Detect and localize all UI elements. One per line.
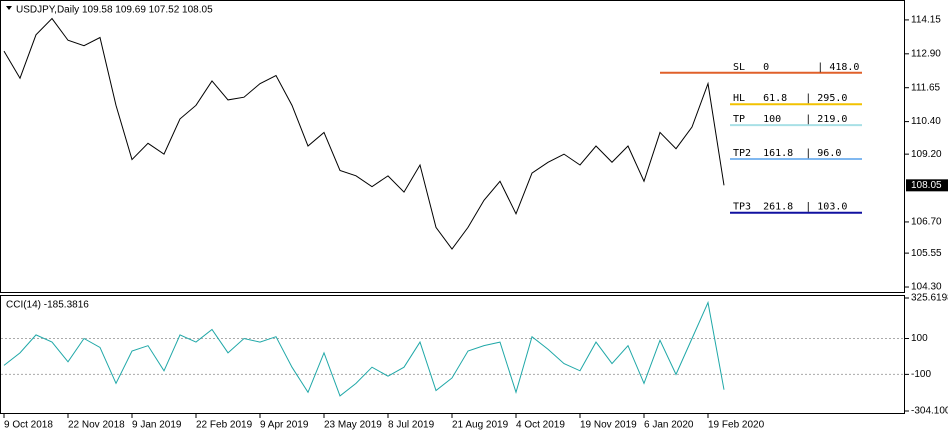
x-tick-label: 4 Oct 2019 <box>516 420 565 431</box>
x-tick-label: 8 Jul 2019 <box>388 420 435 431</box>
level-label: TP 100 | 219.0 <box>733 114 847 125</box>
y-tick-label: -100 <box>911 369 931 380</box>
cci-panel <box>0 295 905 414</box>
y-tick-label: -304.1006 <box>911 406 948 417</box>
x-tick-label: 19 Feb 2020 <box>708 420 765 431</box>
x-tick-label: 6 Jan 2020 <box>644 420 694 431</box>
x-tick-label: 22 Nov 2018 <box>68 420 125 431</box>
y-tick-label: 111.65 <box>911 82 941 93</box>
y-tick-label: 110.40 <box>911 116 941 127</box>
level-label: TP2 161.8 | 96.0 <box>733 148 841 159</box>
level-label: SL 0 | 418.0 <box>733 62 859 73</box>
y-tick-label: 100 <box>911 333 928 344</box>
x-tick-label: 22 Feb 2019 <box>196 420 253 431</box>
y-tick-label: 112.90 <box>911 48 941 59</box>
x-tick-label: 21 Aug 2019 <box>452 420 509 431</box>
y-tick-label: 114.15 <box>911 15 941 26</box>
y-tick-label: 325.6198 <box>911 293 948 304</box>
x-tick-label: 9 Oct 2018 <box>4 420 53 431</box>
level-label: TP3 261.8 | 103.0 <box>733 202 847 213</box>
y-tick-label: 104.30 <box>911 282 942 293</box>
series-line <box>3 17 725 250</box>
y-tick-label: 106.70 <box>911 217 942 228</box>
price-panel <box>0 0 905 293</box>
chart-title: USDJPY,Daily 109.58 109.69 107.52 108.05 <box>16 5 213 16</box>
x-tick-label: 19 Nov 2019 <box>580 420 637 431</box>
title-icon <box>6 6 12 10</box>
y-tick-label: 105.55 <box>911 248 942 259</box>
x-tick-label: 23 May 2019 <box>324 420 382 431</box>
series-line <box>3 300 725 397</box>
x-tick-label: 9 Jan 2019 <box>132 420 182 431</box>
y-tick-label: 109.20 <box>911 149 942 160</box>
x-tick-label: 9 Apr 2019 <box>260 420 309 431</box>
level-label: HL 61.8 | 295.0 <box>733 93 847 104</box>
last-price-label: 108.05 <box>911 180 942 191</box>
cci-title: CCI(14) -185.3816 <box>6 300 89 311</box>
last-price-box <box>906 179 948 192</box>
